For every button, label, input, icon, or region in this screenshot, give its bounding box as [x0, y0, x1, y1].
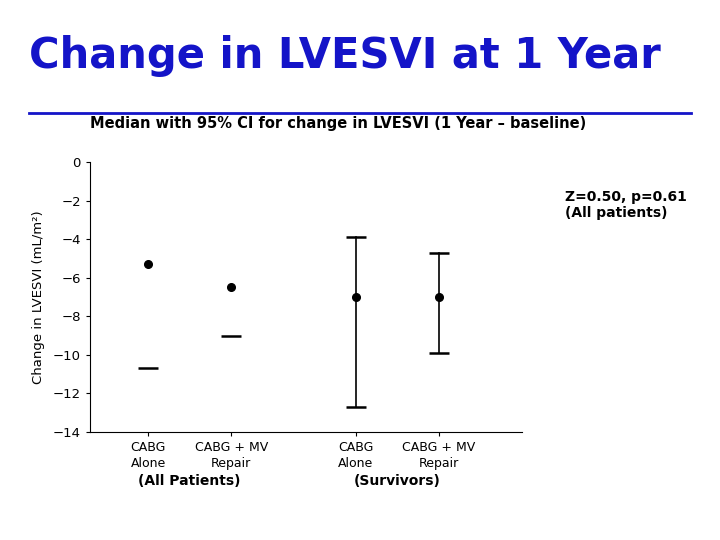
Text: Change in LVESVI at 1 Year: Change in LVESVI at 1 Year	[29, 35, 660, 77]
Text: Z=0.50, p=0.61
(All patients): Z=0.50, p=0.61 (All patients)	[565, 190, 687, 220]
Text: (All Patients): (All Patients)	[138, 475, 241, 488]
Text: Median with 95% CI for change in LVESVI (1 Year – baseline): Median with 95% CI for change in LVESVI …	[90, 116, 586, 131]
Y-axis label: Change in LVESVI (mL/m²): Change in LVESVI (mL/m²)	[32, 210, 45, 384]
Text: (Survivors): (Survivors)	[354, 475, 441, 488]
